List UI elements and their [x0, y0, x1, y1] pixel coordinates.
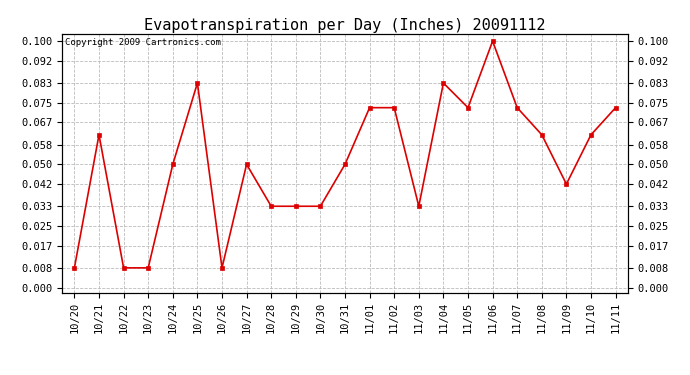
Title: Evapotranspiration per Day (Inches) 20091112: Evapotranspiration per Day (Inches) 2009… — [144, 18, 546, 33]
Text: Copyright 2009 Cartronics.com: Copyright 2009 Cartronics.com — [65, 38, 221, 46]
